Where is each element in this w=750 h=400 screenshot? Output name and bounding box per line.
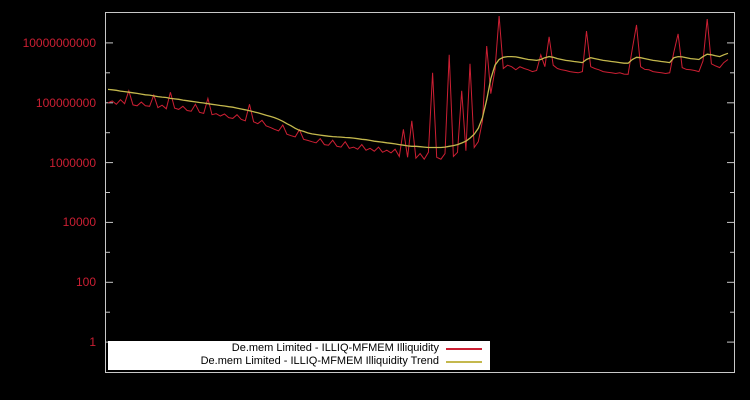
y-tick-label: 1000000 bbox=[49, 155, 96, 170]
plot-svg bbox=[106, 16, 734, 343]
y-tick-label: 10000000000 bbox=[22, 35, 96, 50]
illiquidity-line bbox=[107, 16, 729, 161]
legend-line-sample bbox=[446, 360, 482, 363]
legend-line-sample bbox=[446, 347, 482, 350]
legend-label-illiquidity: De.mem Limited - ILLIQ-MFMEM Illiquidity bbox=[231, 342, 439, 354]
illiquidity-trend-line bbox=[107, 52, 729, 149]
y-tick-label: 1 bbox=[89, 335, 96, 350]
y-tick-label: 10000 bbox=[62, 215, 96, 230]
plot-area: De.mem Limited - ILLIQ-MFMEM Illiquidity… bbox=[105, 12, 735, 373]
y-tick-label: 100000000 bbox=[35, 95, 96, 110]
legend: De.mem Limited - ILLIQ-MFMEM Illiquidity… bbox=[108, 341, 490, 370]
legend-item: De.mem Limited - ILLIQ-MFMEM Illiquidity bbox=[114, 342, 482, 355]
y-tick-label: 100 bbox=[75, 275, 96, 290]
legend-label-trend: De.mem Limited - ILLIQ-MFMEM Illiquidity… bbox=[200, 355, 439, 367]
y-axis-labels: 1 100 10000 1000000 100000000 10000000000 bbox=[0, 13, 100, 372]
axis-ticks bbox=[106, 42, 734, 343]
legend-item: De.mem Limited - ILLIQ-MFMEM Illiquidity… bbox=[114, 355, 482, 368]
